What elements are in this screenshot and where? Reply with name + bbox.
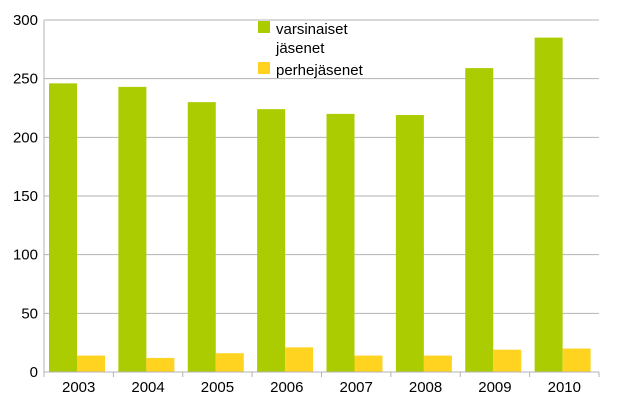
bar-perhejasenet-2003 bbox=[77, 355, 105, 372]
bar-varsinaiset-2003 bbox=[49, 83, 77, 373]
legend-label: varsinaiset bbox=[276, 21, 349, 38]
bar-varsinaiset-2004 bbox=[118, 86, 147, 372]
x-tick-label: 2007 bbox=[340, 379, 373, 396]
bars bbox=[49, 37, 591, 373]
bar-varsinaiset-2006 bbox=[257, 109, 286, 372]
x-tick-label: 2005 bbox=[201, 379, 234, 396]
legend: varsinaiset jäsenet perhejäsenet bbox=[258, 21, 364, 79]
x-tick-label: 2009 bbox=[478, 379, 511, 396]
axes bbox=[43, 20, 600, 377]
y-tick-label: 100 bbox=[13, 247, 38, 264]
y-tick-label: 200 bbox=[13, 129, 38, 146]
legend-swatch-perhejasenet bbox=[258, 62, 270, 74]
bar-varsinaiset-2010 bbox=[534, 37, 563, 372]
y-tick-label: 50 bbox=[21, 305, 38, 322]
bar-perhejasenet-2008 bbox=[423, 355, 452, 372]
legend-swatch-varsinaiset bbox=[258, 21, 270, 33]
bar-perhejasenet-2005 bbox=[215, 353, 244, 372]
x-axis-ticks: 2003 2004 2005 2006 2007 2008 2009 2010 bbox=[62, 379, 581, 396]
y-tick-label: 0 bbox=[30, 364, 38, 381]
legend-label: perhejäsenet bbox=[276, 62, 364, 79]
y-axis-ticks: 0 50 100 150 200 250 300 bbox=[13, 12, 38, 381]
y-tick-label: 300 bbox=[13, 12, 38, 29]
y-tick-label: 150 bbox=[13, 188, 38, 205]
bar-varsinaiset-2009 bbox=[465, 68, 494, 373]
y-tick-label: 250 bbox=[13, 71, 38, 88]
bar-perhejasenet-2009 bbox=[493, 349, 522, 372]
bar-varsinaiset-2008 bbox=[395, 115, 424, 372]
legend-label: jäsenet bbox=[275, 40, 325, 57]
x-tick-label: 2010 bbox=[548, 379, 581, 396]
x-tick-label: 2003 bbox=[62, 379, 95, 396]
bar-varsinaiset-2007 bbox=[326, 113, 355, 372]
x-tick-label: 2006 bbox=[270, 379, 303, 396]
x-tick-label: 2008 bbox=[409, 379, 442, 396]
x-tick-label: 2004 bbox=[131, 379, 164, 396]
bar-perhejasenet-2010 bbox=[562, 348, 591, 372]
bar-perhejasenet-2007 bbox=[354, 355, 383, 372]
bar-perhejasenet-2006 bbox=[285, 347, 314, 372]
bar-perhejasenet-2004 bbox=[146, 357, 175, 372]
bar-varsinaiset-2005 bbox=[187, 102, 216, 372]
